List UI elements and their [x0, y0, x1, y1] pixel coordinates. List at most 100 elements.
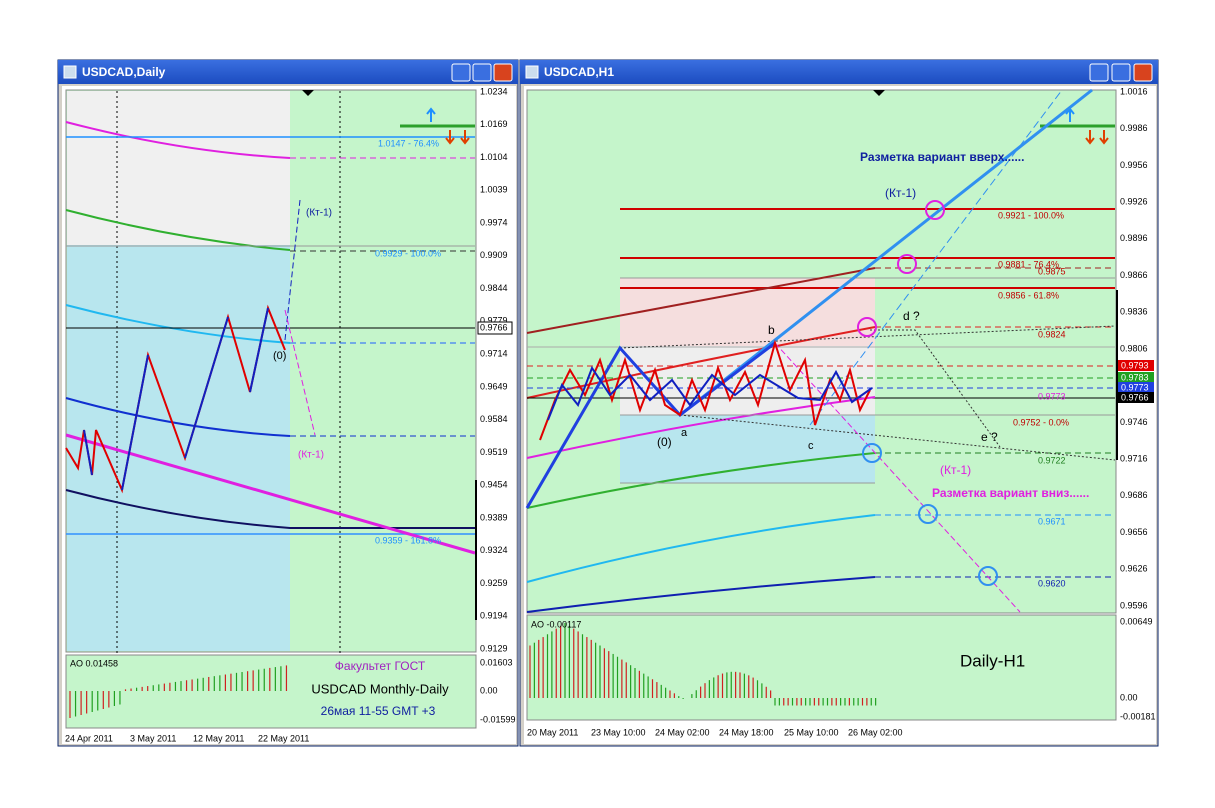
price-label: 0.9324: [480, 545, 508, 555]
annotation: d ?: [903, 309, 920, 323]
price-label: 0.9656: [1120, 527, 1148, 537]
price-label: 0.9986: [1120, 123, 1148, 133]
ao-pane: [65, 654, 477, 729]
date-label: 3 May 2011: [130, 733, 176, 743]
ao-axis-label: 0.00: [480, 685, 498, 695]
price-label: 1.0104: [480, 152, 508, 162]
annotation: c: [808, 440, 814, 452]
price-label: 1.0234: [480, 86, 508, 96]
level-label: 1.0147 - 76.4%: [378, 138, 439, 148]
note: USDCAD Monthly-Daily: [311, 681, 449, 696]
price-label: 0.9714: [480, 348, 508, 358]
price-label: 0.9194: [480, 611, 508, 621]
date-label: 24 May 02:00: [655, 727, 710, 737]
price-box-label: 0.9783: [1121, 372, 1149, 382]
price-box-label: 0.9793: [1121, 360, 1149, 370]
date-label: 23 May 10:00: [591, 727, 646, 737]
close-button[interactable]: [493, 63, 513, 82]
note: Факультет ГОСТ: [335, 659, 426, 673]
level-label: 0.9359 - 161.8%: [375, 535, 441, 545]
ao-axis-label: 0.00649: [1120, 616, 1153, 626]
date-label: 24 Apr 2011: [65, 733, 113, 743]
level-label: 0.9671: [1038, 516, 1066, 526]
price-label: 0.9596: [1120, 600, 1148, 610]
price-label: 0.9454: [480, 480, 508, 490]
price-box: [1118, 360, 1154, 371]
date-label: 26 May 02:00: [848, 727, 903, 737]
level-label: 0.9752 - 0.0%: [1013, 417, 1069, 427]
ao-axis-label: -0.01599: [480, 714, 516, 724]
ao-axis-label: 0.00: [1120, 692, 1138, 702]
window-title: USDCAD,H1: [544, 65, 614, 79]
price-label: 0.9389: [480, 512, 508, 522]
date-label: 20 May 2011: [527, 727, 578, 737]
annotation: b: [768, 323, 775, 337]
price-label: 0.9686: [1120, 490, 1148, 500]
price-box: [1118, 372, 1154, 383]
price-label: 0.9129: [480, 643, 508, 653]
price-label: 0.9844: [480, 283, 508, 293]
price-label: 0.9259: [480, 578, 508, 588]
date-label: 25 May 10:00: [784, 727, 839, 737]
level-label: 0.9881 - 76.4%: [998, 259, 1059, 269]
price-box-label: 0.9773: [1121, 382, 1149, 392]
price-axis: 1.0234 1.0169 1.0104 1.0039 0.9974 0.9909 0.98…: [480, 86, 508, 653]
price-label: 0.9806: [1120, 343, 1148, 353]
price-label: 0.9746: [1120, 417, 1148, 427]
price-label: 0.9896: [1120, 233, 1148, 243]
date-axis: 20 May 2011 23 May 10:00 24 May 02:00 24 Ma…: [527, 727, 903, 737]
ao-axis-label: -0.00181: [1120, 711, 1156, 721]
price-axis: 1.0016 0.9986 0.9956 0.9926 0.9896 0.9866 0.98…: [1120, 86, 1148, 610]
level-label: 0.9824: [1038, 329, 1066, 339]
annotation: Разметка вариант вверх......: [860, 150, 1024, 164]
ao-label: AO -0.00117: [531, 619, 581, 629]
price-label: 0.9519: [480, 447, 508, 457]
price-label: 0.9716: [1120, 454, 1148, 464]
price-label: 1.0169: [480, 119, 508, 129]
window-h1: USDCAD,H1 0.9921 - 100.0% 0.9881 - 76.4%…: [519, 59, 1159, 747]
price-box-label: 0.9766: [1121, 392, 1149, 402]
current-price: 0.9766: [480, 322, 508, 332]
date-label: 22 May 2011: [258, 733, 309, 743]
annotation: (Кт-1): [306, 208, 332, 219]
price-label: 1.0016: [1120, 86, 1148, 96]
annotation: (Кт-1): [940, 463, 971, 477]
window-daily: USDCAD,Daily 1.0147 - 76.4% 0.9929 - 100…: [57, 59, 519, 747]
price-label: 0.9956: [1120, 160, 1148, 170]
level-label: 0.9929 - 100.0%: [375, 248, 441, 258]
price-box: [1118, 382, 1154, 393]
title-bar[interactable]: [58, 60, 518, 84]
price-label: 0.9836: [1120, 307, 1148, 317]
maximize-button[interactable]: [1111, 63, 1131, 82]
price-label: 0.9626: [1120, 564, 1148, 574]
price-label: 0.9866: [1120, 270, 1148, 280]
minimize-button[interactable]: [1089, 63, 1109, 82]
ao-label: AO 0.01458: [70, 658, 118, 668]
level-label: 0.9722: [1038, 455, 1066, 465]
close-button[interactable]: [1133, 63, 1153, 82]
price-label: 0.9974: [480, 217, 508, 227]
title-bar[interactable]: [520, 60, 1158, 84]
level-label: 0.9921 - 100.0%: [998, 210, 1064, 220]
annotation: (0): [657, 435, 672, 449]
price-label: 0.9909: [480, 250, 508, 260]
annotation: (0): [273, 350, 286, 362]
ao-pane: [526, 614, 1117, 721]
maximize-button[interactable]: [472, 63, 492, 82]
level-label: 0.9620: [1038, 578, 1066, 588]
level-label: 0.9773: [1038, 391, 1066, 401]
date-axis: 24 Apr 2011 3 May 2011 12 May 2011 22 May 2…: [65, 733, 309, 743]
price-label: 0.9649: [480, 381, 508, 391]
annotation: (Кт-1): [885, 186, 916, 200]
annotation: Разметка вариант вниз......: [932, 486, 1089, 500]
price-label: 0.9926: [1120, 197, 1148, 207]
price-label: 0.9779: [480, 316, 508, 326]
date-label: 24 May 18:00: [719, 727, 774, 737]
annotation: e ?: [981, 430, 998, 444]
price-box: [1118, 392, 1154, 403]
minimize-button[interactable]: [451, 63, 471, 82]
annotation: (Кт-1): [298, 450, 324, 461]
window-title: USDCAD,Daily: [82, 65, 166, 79]
